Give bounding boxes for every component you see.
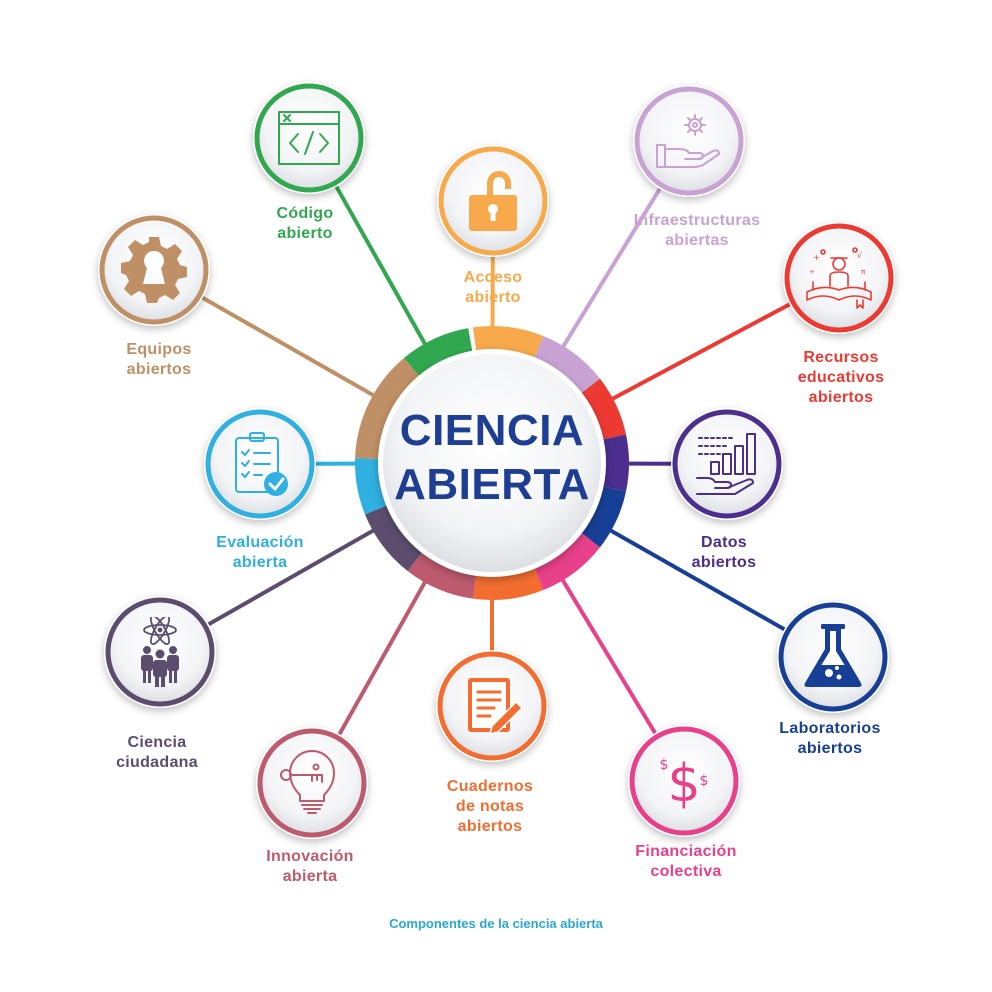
node-circles bbox=[98, 82, 895, 839]
label-line: Cuadernos bbox=[446, 778, 534, 795]
label-line: Datos bbox=[701, 534, 747, 551]
node-cuadernos-de-notas-abiertos bbox=[436, 650, 548, 762]
label-line: abiertas bbox=[665, 232, 729, 249]
label-line: Laboratorios bbox=[779, 720, 881, 737]
connector-financiacion-colectiva bbox=[560, 577, 657, 735]
label-line: Evaluación bbox=[216, 534, 304, 551]
label-laboratorios-abiertos: Laboratorios abiertos bbox=[779, 719, 880, 759]
label-line: abiertos bbox=[126, 361, 192, 378]
connector-infraestructuras-abiertas bbox=[560, 187, 662, 349]
ring-segment-ciencia-ciudadana bbox=[364, 505, 423, 571]
figure-caption: Componentes de la ciencia abierta bbox=[389, 916, 603, 931]
label-line: abierto bbox=[277, 225, 333, 242]
label-evaluacion-abierta: Evaluación abierta bbox=[216, 533, 303, 573]
center-title-line-2: ABIERTA bbox=[394, 460, 590, 509]
label-line: ciudadana bbox=[116, 754, 198, 771]
label-infraestructuras-abiertas: Infraestructuras abiertas bbox=[634, 211, 761, 251]
node-ciencia-ciudadana bbox=[104, 596, 216, 708]
label-line: Innovación bbox=[266, 848, 354, 865]
node-laboratorios-abiertos bbox=[777, 601, 889, 713]
label-line: abierta bbox=[282, 868, 338, 885]
node-equipos-abiertos bbox=[98, 214, 210, 326]
label-recursos-educativos-abiertos: Recursos educativos abiertos bbox=[798, 348, 885, 408]
node-infraestructuras-abiertas bbox=[633, 85, 745, 197]
label-financiacion-colectiva: Financiación colectiva bbox=[635, 842, 736, 882]
label-codigo-abierto: Código abierto bbox=[277, 204, 334, 244]
center-title: CIENCIA ABIERTA bbox=[392, 404, 592, 512]
node-codigo-abierto bbox=[253, 82, 365, 194]
label-line: abiertos bbox=[691, 554, 757, 571]
label-line: Código bbox=[276, 205, 334, 222]
node-financiacion-colectiva bbox=[628, 725, 740, 837]
label-line: educativos bbox=[797, 369, 885, 386]
label-datos-abiertos: Datos abiertos bbox=[692, 533, 757, 573]
label-line: abiertos bbox=[797, 740, 863, 757]
connector-ciencia-ciudadana bbox=[207, 528, 376, 627]
ring-segment-codigo-abierto bbox=[403, 328, 473, 377]
connector-innovacion-abierta bbox=[337, 579, 428, 736]
label-line: de notas bbox=[455, 798, 525, 815]
node-datos-abiertos bbox=[671, 408, 783, 520]
center-color-ring bbox=[355, 326, 629, 600]
ring-segment-infraestructuras-abiertas bbox=[534, 335, 600, 394]
connector-lines bbox=[201, 185, 791, 736]
label-equipos-abiertos: Equipos abiertos bbox=[126, 340, 191, 380]
node-recursos-educativos-abiertos bbox=[783, 222, 895, 334]
label-line: Ciencia bbox=[127, 734, 187, 751]
label-cuadernos-de-notas-abiertos: Cuadernos de notas abiertos bbox=[447, 777, 533, 837]
label-innovacion-abierta: Innovación abierta bbox=[266, 847, 353, 887]
ring-segment-cuadernos-de-notas-abiertos bbox=[472, 567, 544, 600]
ring-segment-recursos-educativos-abiertos bbox=[580, 378, 627, 440]
ring-segment-evaluacion-abierta bbox=[355, 458, 388, 515]
label-line: abiertos bbox=[457, 818, 523, 835]
center-disc bbox=[378, 349, 606, 577]
ring-segment-acceso-abierto bbox=[472, 326, 544, 359]
label-line: colectiva bbox=[650, 863, 722, 880]
connector-equipos-abiertos bbox=[201, 296, 376, 398]
label-line: abiertos bbox=[808, 389, 874, 406]
ring-segment-datos-abiertos bbox=[602, 434, 629, 492]
ring-segment-equipos-abiertos bbox=[355, 358, 420, 460]
connector-recursos-educativos-abiertos bbox=[610, 302, 791, 402]
label-line: Financiación bbox=[635, 843, 737, 860]
label-line: abierta bbox=[232, 554, 288, 571]
label-line: abierto bbox=[465, 289, 521, 306]
center-title-line-1: CIENCIA bbox=[399, 406, 585, 455]
label-line: Equipos bbox=[126, 341, 192, 358]
label-line: Infraestructuras bbox=[633, 212, 761, 229]
label-line: Acceso bbox=[463, 269, 523, 286]
node-acceso-abierto bbox=[437, 145, 549, 257]
ring-segment-innovacion-abierta bbox=[407, 551, 477, 599]
connector-codigo-abierto bbox=[334, 185, 428, 347]
label-ciencia-ciudadana: Ciencia ciudadana bbox=[116, 733, 198, 773]
label-acceso-abierto: Acceso abierto bbox=[464, 268, 523, 308]
node-evaluacion-abierta bbox=[204, 408, 316, 520]
node-innovacion-abierta bbox=[256, 727, 368, 839]
ring-segment-laboratorios-abiertos bbox=[580, 486, 627, 548]
connector-laboratorios-abiertos bbox=[608, 528, 786, 632]
label-line: Recursos bbox=[803, 349, 879, 366]
ring-segment-financiacion-colectiva bbox=[534, 532, 600, 591]
